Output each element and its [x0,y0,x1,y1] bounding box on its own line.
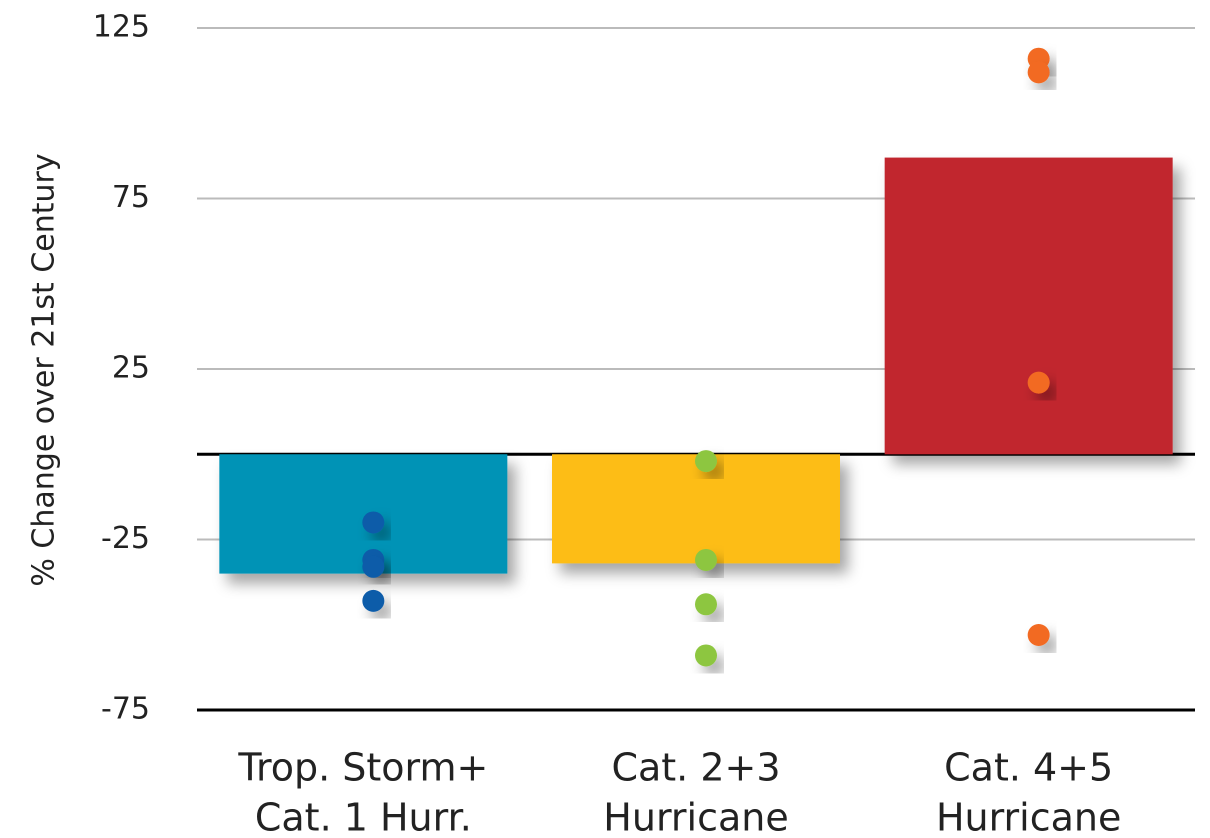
y-tick-label: 125 [93,10,150,45]
dot [362,511,385,534]
dot [1027,371,1050,394]
dot [695,450,717,473]
dot [695,644,717,667]
y-tick-label: -25 [101,521,150,556]
y-axis-label: % Change over 21st Century [27,153,62,586]
x-tick-label: Trop. Storm+ [237,746,488,790]
y-tick-label: 75 [112,180,150,215]
x-tick-label: Hurricane [603,796,788,838]
y-tick-label: -75 [101,692,150,727]
bar [552,454,840,564]
dot [695,593,717,616]
x-tick-label: Cat. 1 Hurr. [255,796,472,838]
x-tick-label: Hurricane [936,796,1121,838]
bar [219,454,508,574]
dot [1027,623,1050,646]
dot [362,555,385,578]
bar [884,157,1173,455]
x-tick-label: Cat. 4+5 [944,746,1113,790]
dot [1027,61,1050,84]
x-tick-label: Cat. 2+3 [611,746,780,790]
dot [362,589,385,612]
y-tick-label: 25 [112,351,150,386]
dot [695,548,717,571]
